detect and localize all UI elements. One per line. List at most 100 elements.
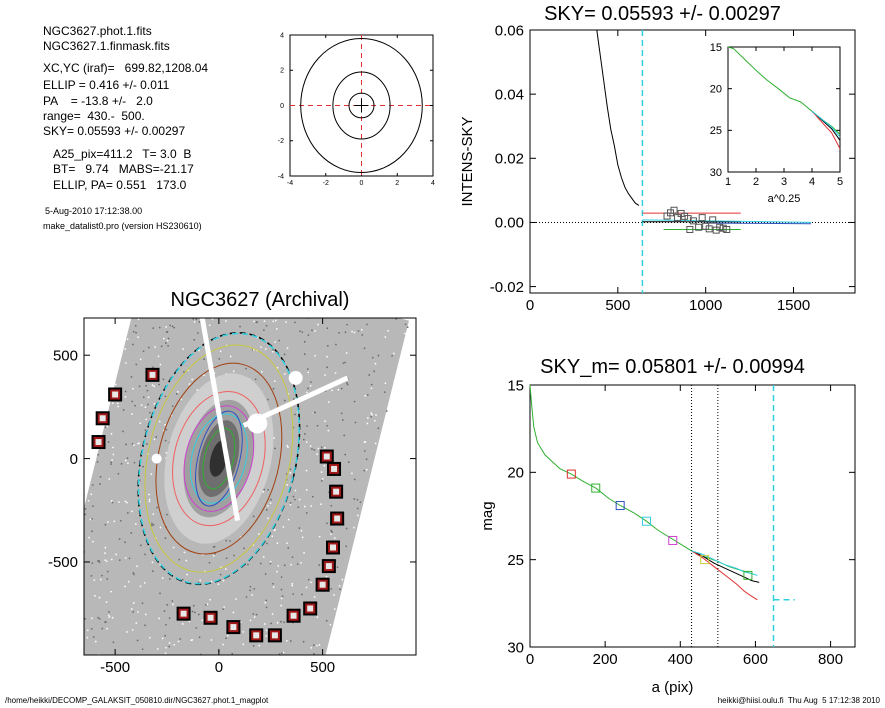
field-noise	[107, 441, 110, 443]
field-noise	[283, 353, 286, 356]
field-noise	[318, 643, 321, 646]
field-noise	[142, 465, 144, 468]
field-noise	[105, 601, 108, 604]
field-noise	[363, 450, 366, 452]
a25-value: A25_pix=411.2 T= 3.0 B	[53, 147, 192, 161]
field-noise	[383, 391, 386, 394]
field-noise	[144, 613, 147, 616]
field-noise	[280, 588, 283, 591]
field-noise	[269, 498, 272, 501]
field-noise	[353, 478, 356, 481]
field-noise	[154, 346, 157, 348]
field-noise	[353, 331, 356, 334]
mag-marker	[641, 516, 651, 526]
field-noise	[167, 311, 169, 313]
y-tick-label: 30	[710, 167, 722, 179]
field-noise	[105, 560, 108, 563]
ellip-pa-value: ELLIP, PA= 0.551 173.0	[53, 178, 187, 192]
field-noise	[264, 573, 267, 575]
field-noise	[307, 371, 310, 374]
sky-plot-chart: 0 500 1000 1500 -0.02 0.00 0.02 0.04 0.06 SKY= 0.…	[459, 3, 856, 314]
field-noise	[232, 700, 234, 702]
field-noise	[213, 280, 215, 282]
field-noise	[114, 383, 117, 386]
field-noise	[309, 683, 311, 685]
field-noise	[280, 604, 283, 607]
field-noise	[324, 374, 326, 377]
field-noise	[108, 616, 111, 618]
field-noise	[345, 323, 348, 326]
y-tick-label: 0	[280, 103, 284, 110]
y-tick-label: 2	[280, 68, 284, 75]
field-noise	[72, 571, 74, 573]
field-noise	[112, 641, 115, 644]
field-noise	[272, 387, 275, 390]
sky-sample-marker	[695, 223, 703, 231]
field-noise	[326, 522, 328, 525]
inset-background	[728, 47, 840, 172]
field-noise	[148, 636, 151, 639]
field-noise	[310, 505, 313, 507]
field-noise	[104, 621, 107, 623]
field-noise	[159, 526, 162, 529]
field-noise	[266, 314, 268, 316]
field-noise	[374, 442, 377, 445]
field-noise	[260, 370, 263, 373]
field-noise	[371, 413, 373, 416]
field-noise	[323, 464, 326, 467]
field-noise	[327, 429, 330, 432]
field-noise	[54, 652, 56, 654]
field-noise	[110, 590, 113, 593]
field-noise	[125, 362, 127, 364]
field-noise	[68, 596, 70, 598]
field-noise	[138, 442, 140, 445]
field-noise	[327, 401, 330, 404]
field-noise	[151, 522, 153, 525]
galaxy-image-area	[54, 280, 409, 703]
sky-box-interior	[325, 563, 332, 570]
field-noise	[126, 338, 129, 341]
field-noise	[325, 575, 328, 578]
x-tick-label: 4	[809, 176, 815, 188]
field-noise	[344, 316, 346, 318]
field-noise	[223, 606, 226, 608]
field-noise	[195, 318, 198, 321]
field-noise	[360, 328, 363, 331]
field-noise	[141, 664, 143, 666]
field-noise	[353, 400, 356, 403]
field-noise	[351, 472, 353, 475]
field-noise	[264, 348, 267, 350]
field-noise	[303, 340, 306, 343]
field-noise	[153, 403, 156, 405]
field-noise	[220, 680, 222, 682]
field-noise	[286, 668, 288, 670]
field-noise	[205, 701, 207, 703]
field-noise	[133, 444, 135, 447]
field-noise	[289, 503, 292, 506]
field-noise	[162, 313, 164, 315]
field-noise	[301, 536, 304, 539]
x-tick-label: 0	[360, 180, 364, 187]
field-noise	[168, 679, 170, 681]
field-noise	[366, 394, 369, 396]
field-noise	[143, 669, 145, 671]
field-noise	[124, 557, 127, 559]
field-noise	[298, 527, 301, 529]
field-noise	[131, 510, 133, 513]
field-noise	[203, 665, 205, 667]
field-noise	[313, 596, 316, 598]
field-noise	[142, 350, 145, 353]
field-noise	[185, 657, 187, 659]
field-noise	[333, 537, 336, 540]
field-noise	[265, 508, 268, 511]
field-noise	[286, 444, 289, 447]
field-noise	[234, 598, 237, 601]
field-noise	[97, 616, 100, 619]
field-noise	[151, 561, 154, 564]
field-noise	[87, 499, 90, 502]
field-noise	[226, 634, 229, 637]
field-noise	[384, 336, 387, 338]
field-noise	[191, 378, 194, 381]
sky-sample-marker	[705, 225, 713, 233]
field-noise	[245, 658, 247, 660]
